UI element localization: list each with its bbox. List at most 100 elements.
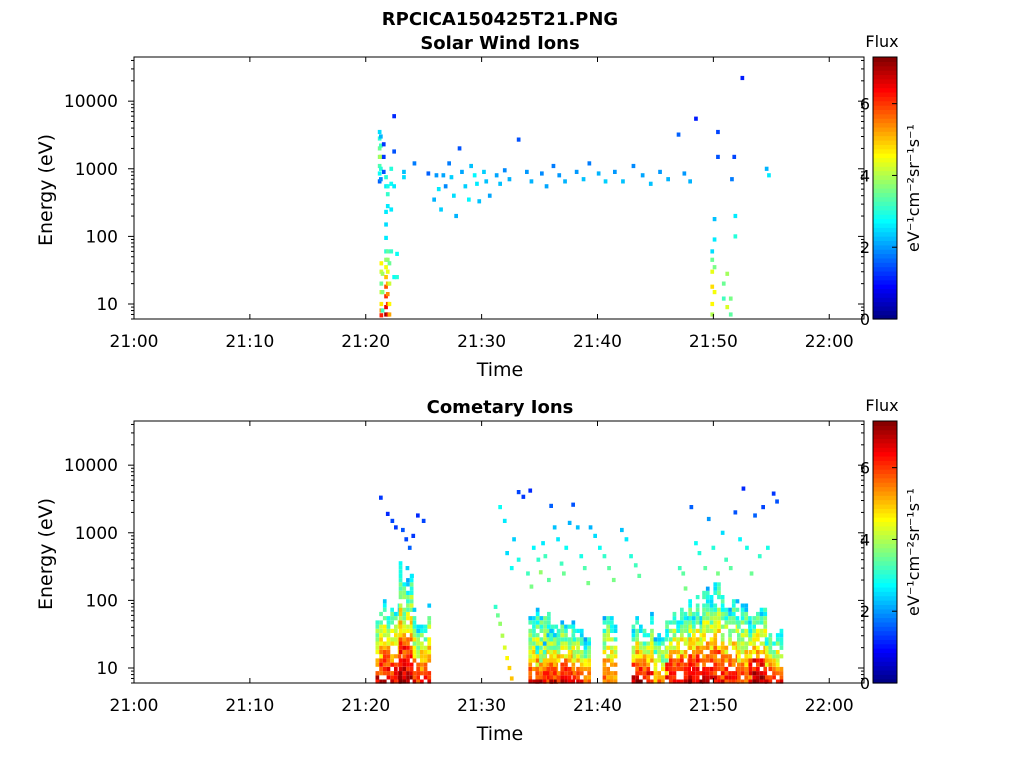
heatmap-cell [423,666,428,672]
colorbar-segment [873,144,897,150]
heatmap-cell [379,261,384,266]
heatmap-cell [532,654,536,659]
heatmap-cell [602,658,607,663]
heatmap-cell [668,654,673,659]
heatmap-cell [587,666,591,672]
heatmap-cell [683,679,688,684]
heatmap-cell [587,679,591,684]
heatmap-cell [384,222,388,227]
colorbar-segment [873,455,897,461]
heatmap-cell [498,181,502,186]
heatmap-cell [387,281,392,286]
heatmap-cell [412,671,417,676]
heatmap-cell [692,666,696,672]
heatmap-cell [427,658,432,663]
heatmap-cell [571,662,576,667]
heatmap-cell [382,603,387,608]
heatmap-cell [657,637,661,642]
heatmap-cell [668,620,673,625]
colorbar-segment [873,240,897,246]
heatmap-cell [728,616,732,621]
heatmap-cell [725,305,730,310]
heatmap-cell [646,666,651,672]
colorbar-segment [873,586,897,592]
colorbar-segment [873,122,897,128]
heatmap-cell [744,616,749,621]
heatmap-cell [502,518,507,523]
heatmap-cell [420,679,424,684]
heatmap-cell [409,590,414,595]
heatmap-cell [375,633,380,638]
colorbar-segment [873,565,897,571]
heatmap-cell [535,666,540,672]
heatmap-cell [759,620,764,625]
heatmap-cell [692,611,696,617]
colorbar-segment [873,595,897,601]
heatmap-cell [709,624,714,629]
heatmap-cell [607,566,611,571]
heatmap-cell [528,658,533,663]
heatmap-cell [650,641,654,646]
colorbar-segment [873,236,897,241]
x-tick-label: 21:00 [110,332,159,352]
heatmap-cell [560,637,565,642]
colorbar-segment [873,301,897,307]
heatmap-cell [427,679,432,684]
heatmap-cell [717,586,721,591]
heatmap-cell [702,666,706,672]
colorbar-segment [873,639,897,645]
heatmap-cell [579,666,584,672]
heatmap-cell [390,518,395,523]
heatmap-cell [390,641,394,646]
heatmap-cell [748,616,752,621]
heatmap-cell [416,654,420,659]
heatmap-cell [543,624,547,629]
heatmap-cell [631,675,636,680]
heatmap-cell [579,650,584,655]
heatmap-cell [695,620,700,625]
heatmap-cell [725,271,730,276]
heatmap-cell [549,654,553,659]
heatmap-cell [398,624,403,629]
heatmap-cell [735,599,740,604]
heatmap-cell [687,633,692,638]
heatmap-cell [579,671,584,676]
heatmap-cell [579,679,584,684]
heatmap-cell [752,675,756,680]
heatmap-cell [532,645,536,650]
heatmap-cell [606,628,610,633]
heatmap-cell [526,571,530,576]
heatmap-cell [549,628,553,633]
heatmap-cell [606,675,610,680]
heatmap-cell [550,624,555,629]
heatmap-cell [709,666,714,672]
heatmap-cell [728,637,732,642]
heatmap-cell [724,675,729,680]
heatmap-cell [553,679,558,684]
colorbar-segment [873,284,897,290]
heatmap-cell [409,595,414,600]
heatmap-cell [553,637,557,642]
heatmap-cell [549,637,553,642]
x-axis-label: Time [476,723,524,745]
heatmap-cell [695,679,700,684]
heatmap-cell [717,662,721,667]
heatmap-cell [728,633,732,638]
heatmap-cell [543,628,547,633]
heatmap-cell [646,671,651,676]
colorbar-segment [873,91,897,97]
heatmap-cell [406,650,410,655]
heatmap-cell [385,292,390,297]
heatmap-cell [384,209,388,214]
heatmap-cell [702,662,706,667]
heatmap-cell [680,611,684,617]
heatmap-cell [717,616,721,621]
colorbar-frame [872,420,898,684]
heatmap-cell [538,570,543,575]
x-axis-label: Time [476,359,524,381]
colorbar-segment [873,656,897,662]
colorbar-segment [873,421,897,426]
heatmap-cell [535,624,540,629]
heatmap-cell [610,671,614,676]
